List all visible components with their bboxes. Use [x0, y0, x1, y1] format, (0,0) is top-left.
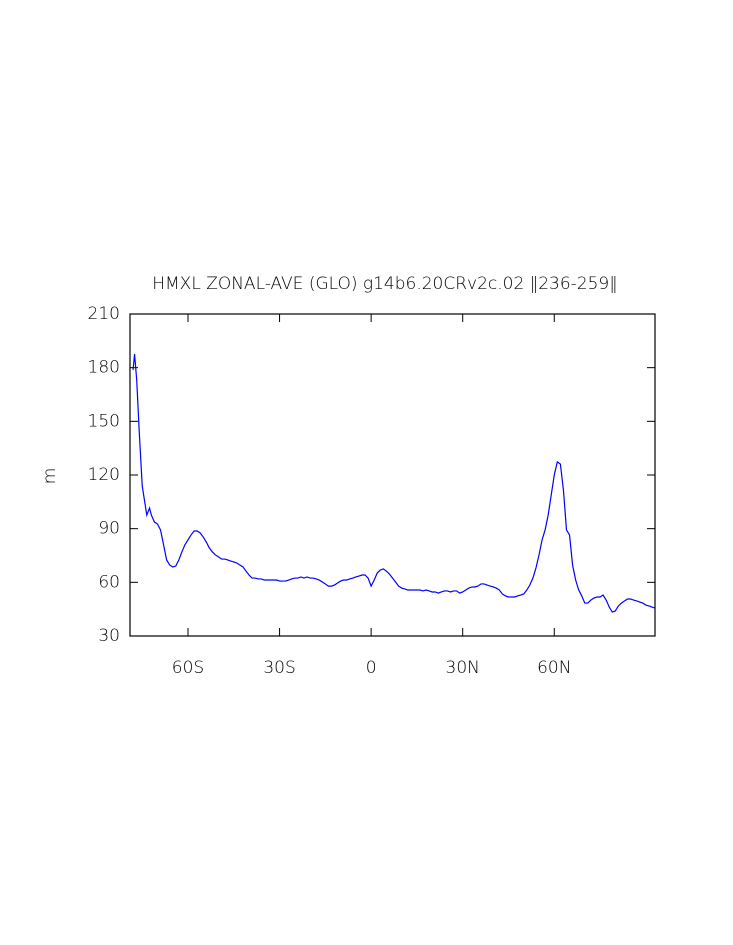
- data-line: [132, 354, 656, 613]
- plot-frame: [129, 313, 656, 637]
- chart-title: HMXL ZONAL-AVE (GLO) g14b6.20CRv2c.02 ‖2…: [152, 274, 618, 294]
- x-tick-label: 60N: [537, 658, 571, 678]
- y-tick-label: 210: [88, 304, 120, 324]
- y-tick-label: 90: [98, 519, 120, 539]
- y-tick-label: 180: [88, 358, 120, 378]
- y-axis-label: m: [40, 468, 60, 485]
- x-tick-label: 0: [366, 658, 377, 678]
- x-tick-label: 30S: [263, 658, 295, 678]
- x-tick-label: 60S: [172, 658, 204, 678]
- x-tick-label: 30N: [446, 658, 480, 678]
- y-tick-label: 60: [98, 572, 120, 592]
- y-tick-label: 30: [98, 626, 120, 646]
- y-tick-label: 150: [88, 411, 120, 431]
- y-tick-label: 120: [88, 465, 120, 485]
